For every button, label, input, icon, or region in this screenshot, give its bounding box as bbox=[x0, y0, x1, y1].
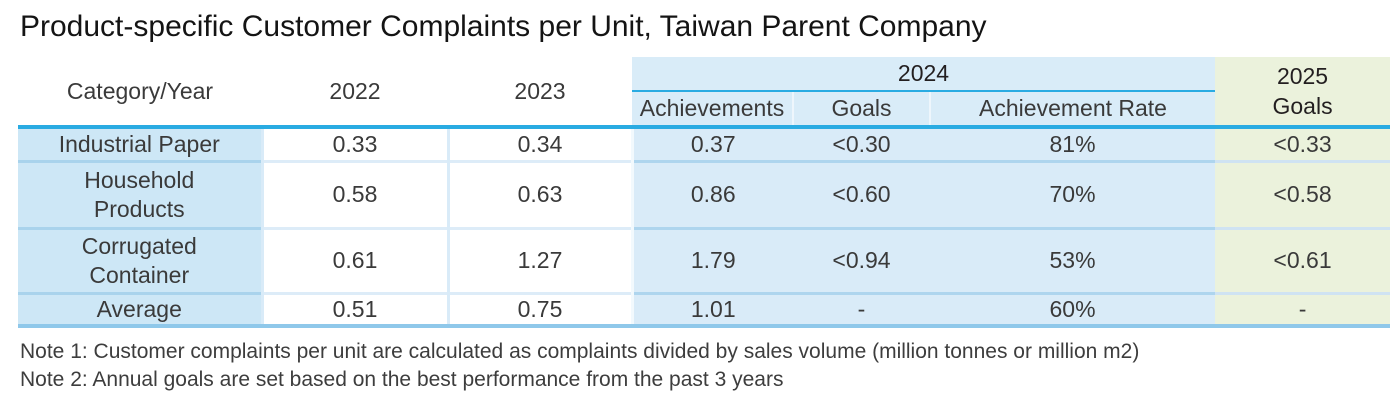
col-header-2024-group: 2024 bbox=[632, 57, 1216, 92]
cell-goals: <0.30 bbox=[793, 127, 930, 161]
col-header-2022: 2022 bbox=[262, 57, 448, 129]
footnotes: Note 1: Customer complaints per unit are… bbox=[20, 338, 1390, 394]
table-row-household-products: Household Products 0.58 0.63 0.86 <0.60 … bbox=[18, 159, 1390, 228]
cell-goals: <0.60 bbox=[793, 159, 930, 228]
table-row-corrugated-container: Corrugated Container 0.61 1.27 1.79 <0.9… bbox=[18, 226, 1390, 293]
category-label: Corrugated Container bbox=[81, 232, 197, 288]
cell-2022: 0.58 bbox=[260, 159, 448, 228]
col-header-2023: 2023 bbox=[448, 57, 632, 129]
cell-achievement-rate: 81% bbox=[930, 127, 1216, 161]
cell-2025-goals: <0.61 bbox=[1215, 226, 1390, 293]
col-header-category-year: Category/Year bbox=[18, 57, 262, 129]
cell-achievement-rate: 60% bbox=[930, 291, 1216, 328]
cell-2022: 0.33 bbox=[260, 127, 448, 161]
category-label: Industrial Paper bbox=[58, 130, 220, 157]
table-row-average: Average 0.51 0.75 1.01 - 60% - bbox=[18, 291, 1390, 328]
category-label: Average bbox=[96, 295, 182, 322]
cell-2025-goals: <0.33 bbox=[1215, 127, 1390, 161]
col-header-2025-year: 2025 bbox=[1276, 63, 1329, 89]
category-label: Household Products bbox=[84, 166, 195, 222]
cell-goals: - bbox=[793, 291, 930, 328]
cell-goals: <0.94 bbox=[793, 226, 930, 293]
cell-category: Industrial Paper bbox=[18, 127, 262, 161]
cell-achievements: 0.37 bbox=[630, 127, 793, 161]
col-header-2025-goals: 2025 Goals bbox=[1215, 57, 1390, 129]
complaints-table: Category/Year 2022 2023 2024 2025 Goals … bbox=[18, 57, 1390, 328]
cell-achievements: 0.86 bbox=[630, 159, 793, 228]
col-header-goals: Goals bbox=[792, 91, 930, 129]
cell-2022: 0.51 bbox=[260, 291, 448, 328]
footnote-2: Note 2: Annual goals are set based on th… bbox=[20, 367, 784, 391]
cell-2025-goals: <0.58 bbox=[1215, 159, 1390, 228]
table-body: Industrial Paper 0.33 0.34 0.37 <0.30 81… bbox=[18, 127, 1390, 328]
cell-achievements: 1.79 bbox=[630, 226, 793, 293]
cell-2022: 0.61 bbox=[260, 226, 448, 293]
cell-2023: 1.27 bbox=[446, 226, 632, 293]
cell-2025-goals: - bbox=[1215, 291, 1390, 328]
cell-achievements: 1.01 bbox=[630, 291, 793, 328]
cell-2023: 0.34 bbox=[446, 127, 632, 161]
table-header: Category/Year 2022 2023 2024 2025 Goals … bbox=[18, 57, 1390, 129]
col-header-achievement-rate: Achievement Rate bbox=[928, 91, 1216, 129]
cell-achievement-rate: 70% bbox=[930, 159, 1216, 228]
cell-category: Household Products bbox=[18, 159, 262, 228]
cell-2023: 0.75 bbox=[446, 291, 632, 328]
cell-2023: 0.63 bbox=[446, 159, 632, 228]
footnote-1: Note 1: Customer complaints per unit are… bbox=[20, 339, 1140, 363]
col-header-achievements: Achievements bbox=[632, 91, 793, 129]
col-header-2025-goals-label: Goals bbox=[1272, 93, 1333, 119]
cell-category: Average bbox=[18, 291, 262, 328]
cell-category: Corrugated Container bbox=[18, 226, 262, 293]
table-row-industrial-paper: Industrial Paper 0.33 0.34 0.37 <0.30 81… bbox=[18, 127, 1390, 161]
page-title: Product-specific Customer Complaints per… bbox=[20, 10, 987, 43]
cell-achievement-rate: 53% bbox=[930, 226, 1216, 293]
